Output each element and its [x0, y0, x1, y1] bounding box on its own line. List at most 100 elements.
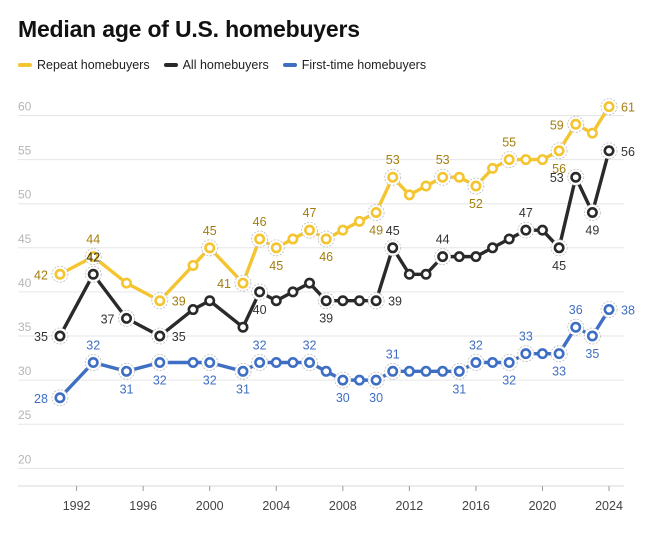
y-tick-label: 25 [18, 408, 32, 422]
data-point [287, 233, 299, 245]
legend-swatch-repeat [18, 63, 32, 67]
data-point [487, 356, 499, 368]
data-point [121, 365, 133, 377]
data-point [121, 277, 133, 289]
y-tick-label: 55 [18, 144, 32, 158]
x-tick-label: 2016 [462, 499, 490, 513]
legend-swatch-all [163, 63, 178, 67]
data-point [304, 277, 316, 289]
data-point [254, 233, 266, 245]
y-tick-label: 35 [18, 320, 32, 334]
x-tick-label: 2004 [262, 499, 290, 513]
data-label: 45 [203, 224, 217, 238]
data-point [87, 268, 99, 280]
series-repeat-homebuyers: 42 44 39 45 41 46 45 47 46 49 53 53 52 55 56 59 61 [34, 98, 635, 310]
data-label: 36 [569, 303, 583, 317]
data-label: 32 [469, 338, 483, 352]
data-point [553, 348, 565, 360]
data-label: 37 [101, 312, 115, 326]
data-point [420, 180, 432, 192]
data-label: 35 [585, 347, 599, 361]
y-tick-label: 50 [18, 188, 32, 202]
data-point [237, 277, 249, 289]
data-point [520, 348, 532, 360]
data-point [187, 304, 199, 316]
data-point [470, 251, 482, 263]
x-tick-label: 2024 [595, 499, 623, 513]
data-point [204, 356, 216, 368]
data-point [453, 365, 465, 377]
data-label: 59 [550, 118, 564, 132]
data-point [487, 242, 499, 254]
data-label: 40 [253, 303, 267, 317]
data-point [487, 162, 499, 174]
legend-label-first-time: First-time homebuyers [301, 58, 427, 72]
data-point [270, 356, 282, 368]
data-point [570, 321, 582, 333]
data-point [270, 242, 282, 254]
data-point [453, 251, 465, 263]
y-tick-label: 40 [18, 276, 32, 290]
data-point [370, 207, 382, 219]
data-label: 39 [319, 312, 333, 326]
data-label: 56 [621, 145, 635, 159]
data-label: 32 [502, 373, 516, 387]
data-point [403, 365, 415, 377]
y-tick-label: 20 [18, 452, 32, 466]
data-label: 31 [452, 382, 466, 396]
data-label: 56 [552, 162, 566, 176]
data-point [603, 101, 615, 113]
data-point [603, 304, 615, 316]
data-label: 32 [203, 373, 217, 387]
data-point [420, 365, 432, 377]
data-label: 32 [253, 338, 267, 352]
data-point [353, 215, 365, 227]
data-point [570, 118, 582, 130]
data-point [553, 242, 565, 254]
data-point [320, 233, 332, 245]
data-point [287, 356, 299, 368]
data-label: 49 [585, 224, 599, 238]
data-label: 31 [386, 347, 400, 361]
data-point [437, 171, 449, 183]
data-point [304, 224, 316, 236]
legend-item-all[interactable]: All homebuyers [163, 58, 269, 72]
data-point [254, 286, 266, 298]
data-point [437, 251, 449, 263]
data-point [254, 356, 266, 368]
data-label: 35 [34, 330, 48, 344]
data-label: 41 [217, 277, 231, 291]
data-point [353, 374, 365, 386]
data-point [586, 330, 598, 342]
legend-item-first-time[interactable]: First-time homebuyers [282, 58, 427, 72]
data-label: 47 [519, 206, 533, 220]
x-tick-label: 2000 [196, 499, 224, 513]
x-tick-label: 1996 [129, 499, 157, 513]
data-label: 39 [388, 295, 402, 309]
data-label: 44 [436, 233, 450, 247]
data-point [154, 356, 166, 368]
data-label: 45 [552, 259, 566, 273]
data-point [304, 356, 316, 368]
data-point [403, 189, 415, 201]
data-point [503, 233, 515, 245]
data-label: 32 [303, 338, 317, 352]
legend-swatch-first-time [282, 63, 297, 67]
series-all-homebuyers: 35 42 37 35 40 39 39 45 44 47 45 53 49 56 [34, 142, 635, 345]
legend-item-repeat[interactable]: Repeat homebuyers [18, 58, 150, 72]
data-point [204, 295, 216, 307]
y-tick-label: 30 [18, 364, 32, 378]
data-point [270, 295, 282, 307]
data-label: 46 [319, 250, 333, 264]
data-point [420, 268, 432, 280]
data-label: 33 [519, 330, 533, 344]
data-point [503, 154, 515, 166]
data-point [320, 365, 332, 377]
data-label: 44 [86, 233, 100, 247]
data-label: 42 [34, 268, 48, 282]
data-label: 55 [502, 136, 516, 150]
data-label: 28 [34, 392, 48, 406]
data-point [520, 154, 532, 166]
data-label: 53 [436, 153, 450, 167]
